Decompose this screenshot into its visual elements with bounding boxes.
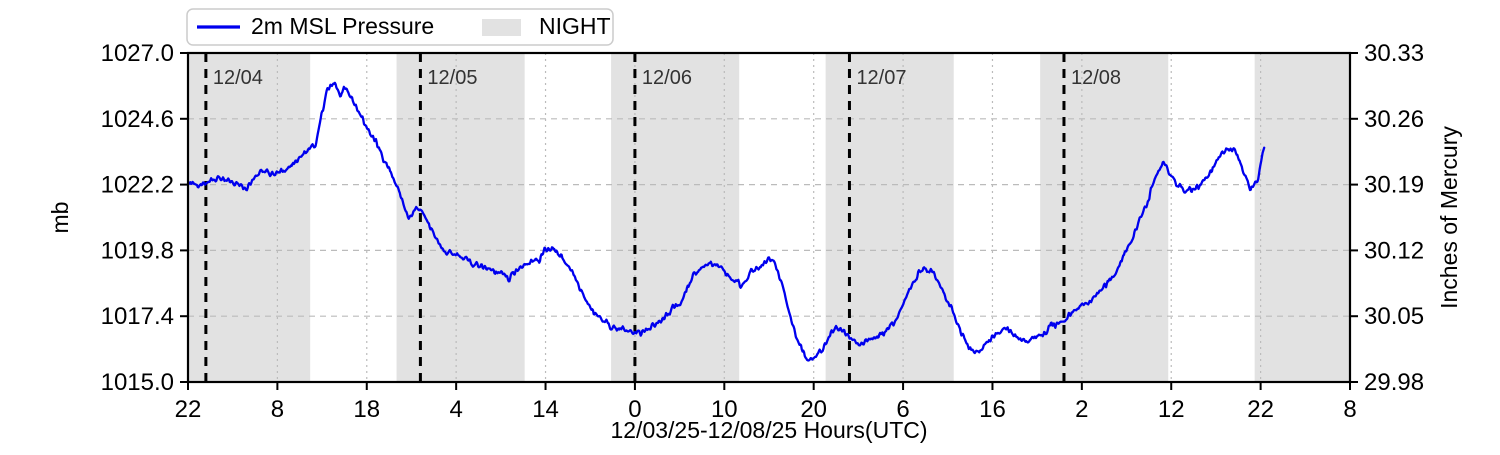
svg-text:mb: mb (47, 202, 73, 234)
svg-text:29.98: 29.98 (1364, 369, 1424, 396)
svg-text:1024.6: 1024.6 (101, 106, 174, 133)
svg-text:8: 8 (1343, 396, 1356, 423)
svg-text:18: 18 (353, 396, 380, 423)
svg-text:12: 12 (1158, 396, 1185, 423)
svg-text:1017.4: 1017.4 (101, 303, 174, 330)
svg-text:1027.0: 1027.0 (101, 40, 174, 67)
svg-text:14: 14 (532, 396, 559, 423)
svg-text:22: 22 (1247, 396, 1274, 423)
svg-text:2: 2 (1075, 396, 1088, 423)
svg-text:30.33: 30.33 (1364, 40, 1424, 67)
svg-text:12/05: 12/05 (427, 67, 477, 89)
svg-text:2m MSL Pressure: 2m MSL Pressure (251, 13, 434, 39)
svg-text:12/06: 12/06 (642, 67, 692, 89)
svg-text:12/08: 12/08 (1071, 67, 1121, 89)
svg-text:30.05: 30.05 (1364, 303, 1424, 330)
svg-text:NIGHT: NIGHT (539, 13, 611, 39)
svg-text:12/07: 12/07 (856, 67, 906, 89)
svg-text:30.12: 30.12 (1364, 237, 1424, 264)
svg-text:1015.0: 1015.0 (101, 369, 174, 396)
svg-text:30.26: 30.26 (1364, 106, 1424, 133)
svg-text:1019.8: 1019.8 (101, 237, 174, 264)
svg-text:4: 4 (449, 396, 462, 423)
svg-text:1022.2: 1022.2 (101, 172, 174, 199)
svg-text:Inches of Mercury: Inches of Mercury (1436, 126, 1462, 309)
svg-text:12/03/25-12/08/25 Hours(UTC): 12/03/25-12/08/25 Hours(UTC) (610, 417, 927, 443)
svg-text:30.19: 30.19 (1364, 172, 1424, 199)
svg-text:16: 16 (979, 396, 1006, 423)
svg-text:22: 22 (175, 396, 202, 423)
svg-text:8: 8 (271, 396, 284, 423)
svg-text:12/04: 12/04 (213, 67, 263, 89)
